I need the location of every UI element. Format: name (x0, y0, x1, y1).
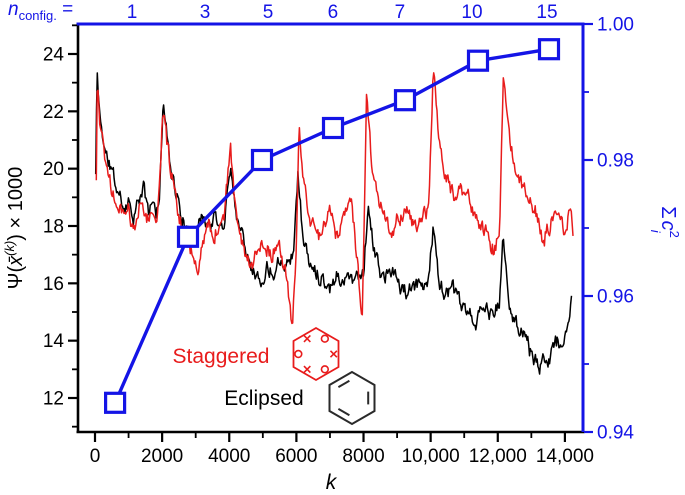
x-axis-tick-label: 14,000 (536, 446, 594, 467)
benzene-double-bond (337, 379, 350, 388)
staggered-x-mark (303, 334, 311, 343)
x-axis-tick-label: 12,000 (469, 446, 527, 467)
right-axis-title: Σc2i (648, 206, 682, 238)
right-axis-tick-label: 0.96 (597, 287, 634, 308)
x-axis-tick-label: 0 (90, 446, 101, 467)
left-axis-tick-label: 22 (43, 102, 64, 123)
top-axis-tick-label: 10 (461, 2, 482, 23)
top-axis-tick-label: 7 (395, 2, 406, 23)
staggered-x-mark (329, 350, 338, 358)
top-axis-tick-label: 5 (263, 2, 274, 23)
left-axis-tick-label: 24 (43, 44, 65, 65)
benzene-double-bond (337, 408, 350, 417)
legend-staggered-label: Staggered (173, 345, 270, 368)
staggered-series-path (95, 72, 574, 325)
right-axis-tick-label: 1.00 (597, 15, 634, 36)
left-axis-tick-label: 20 (43, 159, 64, 180)
x-axis-title: k (326, 471, 338, 494)
right-axis-tick-label: 0.98 (597, 151, 634, 172)
top-axis-tick-label: 6 (328, 2, 339, 23)
sum-ci2-marker (250, 148, 274, 172)
left-axis-tick-label: 16 (43, 274, 64, 295)
staggered-molecule-hexagon (292, 326, 340, 382)
x-axis-tick-label: 2000 (141, 446, 183, 467)
legend-eclipsed-label: Eclipsed (224, 387, 303, 410)
staggered-x-mark (303, 365, 311, 374)
sum-ci2-marker (393, 89, 417, 112)
sum-ci2-marker (103, 391, 127, 414)
top-axis-tick-label: 15 (536, 2, 557, 23)
top-axis-title: nconfig. = (8, 0, 73, 23)
staggered-o-mark (320, 334, 330, 343)
axes-frame: 0 2000 4000 6000 8000 10,000 12,000 14,000 12 14 1… (43, 2, 635, 467)
x-axis-tick-label: 10,000 (402, 446, 460, 467)
series-sum-ci2 (103, 38, 561, 414)
x-axis-tick-label: 8000 (342, 446, 384, 467)
top-axis-tick-label: 1 (127, 2, 138, 23)
x-axis-tick-label: 6000 (275, 446, 317, 467)
staggered-o-mark (294, 349, 303, 359)
left-axis-tick-label: 12 (43, 389, 64, 410)
left-axis-tick-label: 14 (43, 331, 65, 352)
x-axis-tick-label: 4000 (208, 446, 250, 467)
eclipsed-molecule-benzene (328, 370, 376, 426)
sum-ci2-marker (176, 225, 200, 248)
top-axis-tick-label: 3 (200, 2, 211, 23)
sum-ci2-marker (537, 38, 561, 61)
sum-ci2-marker (466, 49, 490, 72)
legend-molecules (292, 326, 376, 426)
series-staggered (95, 72, 574, 325)
sum-ci2-marker (321, 116, 345, 140)
right-axis-tick-label: 0.94 (597, 423, 634, 444)
left-axis-tick-label: 18 (43, 216, 64, 237)
staggered-o-mark (320, 365, 330, 374)
left-axis-title: Ψ(x̄(k)) × 1000 (2, 167, 27, 290)
